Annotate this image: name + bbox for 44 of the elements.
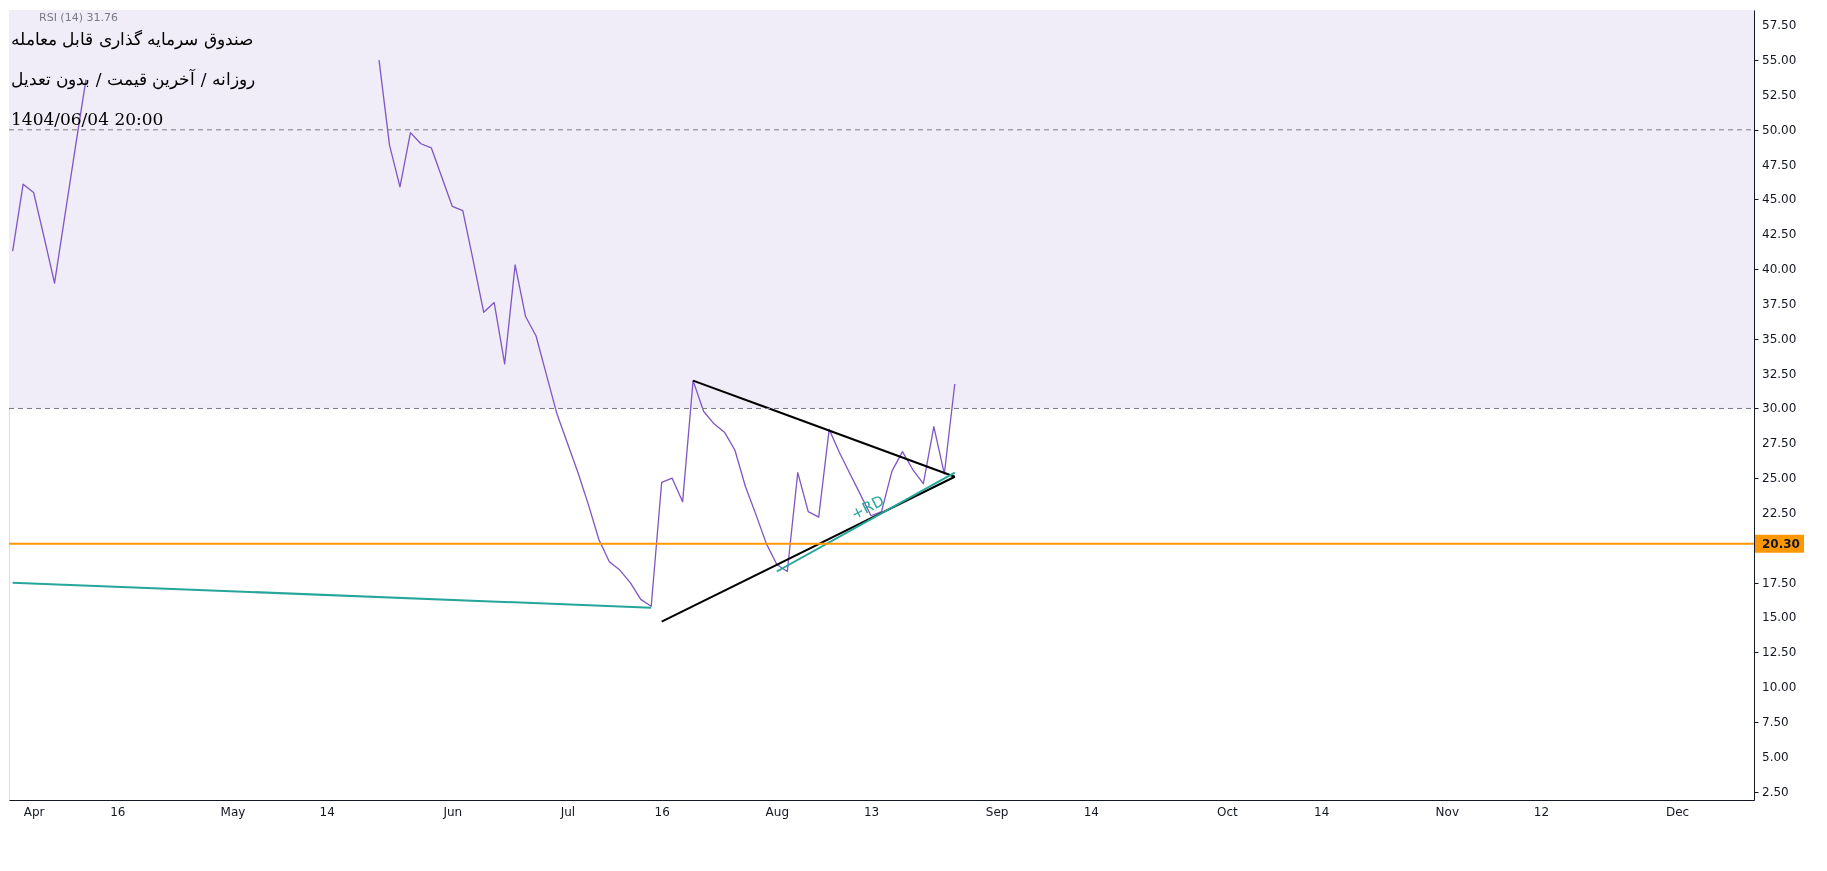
y-tick-label: 27.50	[1762, 436, 1797, 451]
y-tick-label: 42.50	[1762, 227, 1797, 242]
y-tick-label: 47.50	[1762, 157, 1797, 172]
y-tick-label: 5.00	[1762, 749, 1789, 764]
y-tick-label: 17.50	[1762, 575, 1797, 590]
x-tick-label: 13	[863, 804, 880, 819]
y-tick-label: 35.00	[1762, 331, 1797, 346]
x-tick-label: Nov	[1435, 804, 1459, 819]
x-tick-label: 12	[1533, 804, 1550, 819]
x-tick-label: Sep	[985, 804, 1009, 819]
x-tick-label: 16	[110, 804, 126, 819]
text: روزانه / آخرین قیمت / بدون تعدیل	[11, 68, 255, 90]
x-tick-label: May	[220, 804, 246, 819]
x-tick-label: Apr	[23, 804, 45, 819]
y-tick-label: 57.50	[1762, 18, 1797, 33]
y-tick-label: 32.50	[1762, 366, 1797, 381]
y-tick-label: 37.50	[1762, 296, 1797, 311]
y-tick-label: 22.50	[1762, 505, 1797, 520]
y-tick-label: 2.50	[1762, 784, 1789, 799]
y-tick-label: 15.00	[1762, 610, 1797, 625]
x-tick-label: Oct	[1217, 804, 1239, 819]
y-tick-label: 7.50	[1762, 714, 1789, 729]
x-tick-label: Jul	[559, 804, 576, 819]
annotation: RSI (14) 31.76	[39, 11, 118, 24]
y-tick-label: 40.00	[1762, 262, 1797, 277]
x-tick-label: 14	[1083, 804, 1099, 819]
y-tick-label: 10.00	[1762, 680, 1797, 695]
y-tick-label: 52.50	[1762, 87, 1797, 102]
text: صندوق سرمایه گذاری قابل معامله	[11, 29, 253, 50]
y-tick-label: 50.00	[1762, 122, 1797, 137]
y-tick-label: 45.00	[1762, 192, 1797, 207]
x-tick-label: 14	[1314, 804, 1330, 819]
y-tick-label: 12.50	[1762, 645, 1797, 660]
annotation: 1404/06/04 20:00	[11, 109, 164, 129]
x-tick-label: 16	[654, 804, 670, 819]
x-tick-label: Jun	[442, 804, 463, 819]
annotation: +RD	[848, 491, 888, 524]
y-tick-label: 30.00	[1762, 401, 1797, 416]
x-tick-label: Dec	[1665, 804, 1690, 819]
x-tick-label: 14	[319, 804, 335, 819]
x-tick-label: Aug	[765, 804, 790, 819]
ref-line-label: 20.30	[1762, 536, 1800, 551]
y-tick-label: 25.00	[1762, 471, 1797, 486]
y-tick-label: 55.00	[1762, 53, 1797, 68]
